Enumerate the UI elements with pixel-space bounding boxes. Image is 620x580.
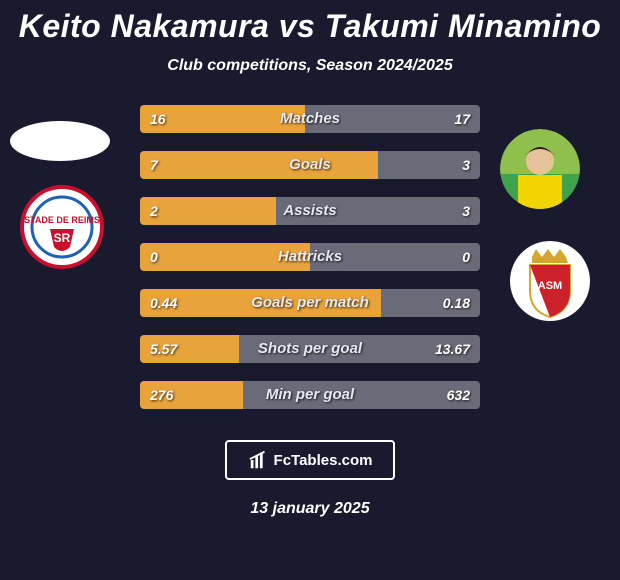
stat-bars: 1617Matches 73Goals 23Assists 00Hattricks 0.… (140, 105, 480, 427)
stat-label: Shots per goal (140, 335, 480, 363)
stat-label: Hattricks (140, 243, 480, 271)
page-title: Keito Nakamura vs Takumi Minamino (0, 0, 620, 45)
svg-text:SR: SR (54, 231, 71, 245)
chart-icon (248, 449, 270, 471)
comparison-content: STADE DE REIMS SR ASM 1617Matches 73Goals… (0, 105, 620, 445)
stat-label: Min per goal (140, 381, 480, 409)
logo-text: FcTables.com (274, 452, 373, 469)
player-left-avatar (8, 115, 112, 167)
stat-label: Assists (140, 197, 480, 225)
stat-label: Goals per match (140, 289, 480, 317)
stat-label: Matches (140, 105, 480, 133)
club-left-crest: STADE DE REIMS SR (20, 185, 104, 269)
stat-row: 5.5713.67Shots per goal (140, 335, 480, 363)
stat-row: 23Assists (140, 197, 480, 225)
stat-row: 276632Min per goal (140, 381, 480, 409)
fctables-logo: FcTables.com (225, 440, 395, 480)
stat-row: 73Goals (140, 151, 480, 179)
svg-text:ASM: ASM (538, 280, 562, 292)
infographic-date: 13 january 2025 (0, 500, 620, 518)
page-subtitle: Club competitions, Season 2024/2025 (0, 57, 620, 75)
stat-row: 1617Matches (140, 105, 480, 133)
svg-text:STADE DE REIMS: STADE DE REIMS (24, 215, 100, 225)
stat-row: 0.440.18Goals per match (140, 289, 480, 317)
player-right-avatar (500, 129, 580, 209)
stat-row: 00Hattricks (140, 243, 480, 271)
club-right-crest: ASM (508, 239, 592, 323)
stat-label: Goals (140, 151, 480, 179)
